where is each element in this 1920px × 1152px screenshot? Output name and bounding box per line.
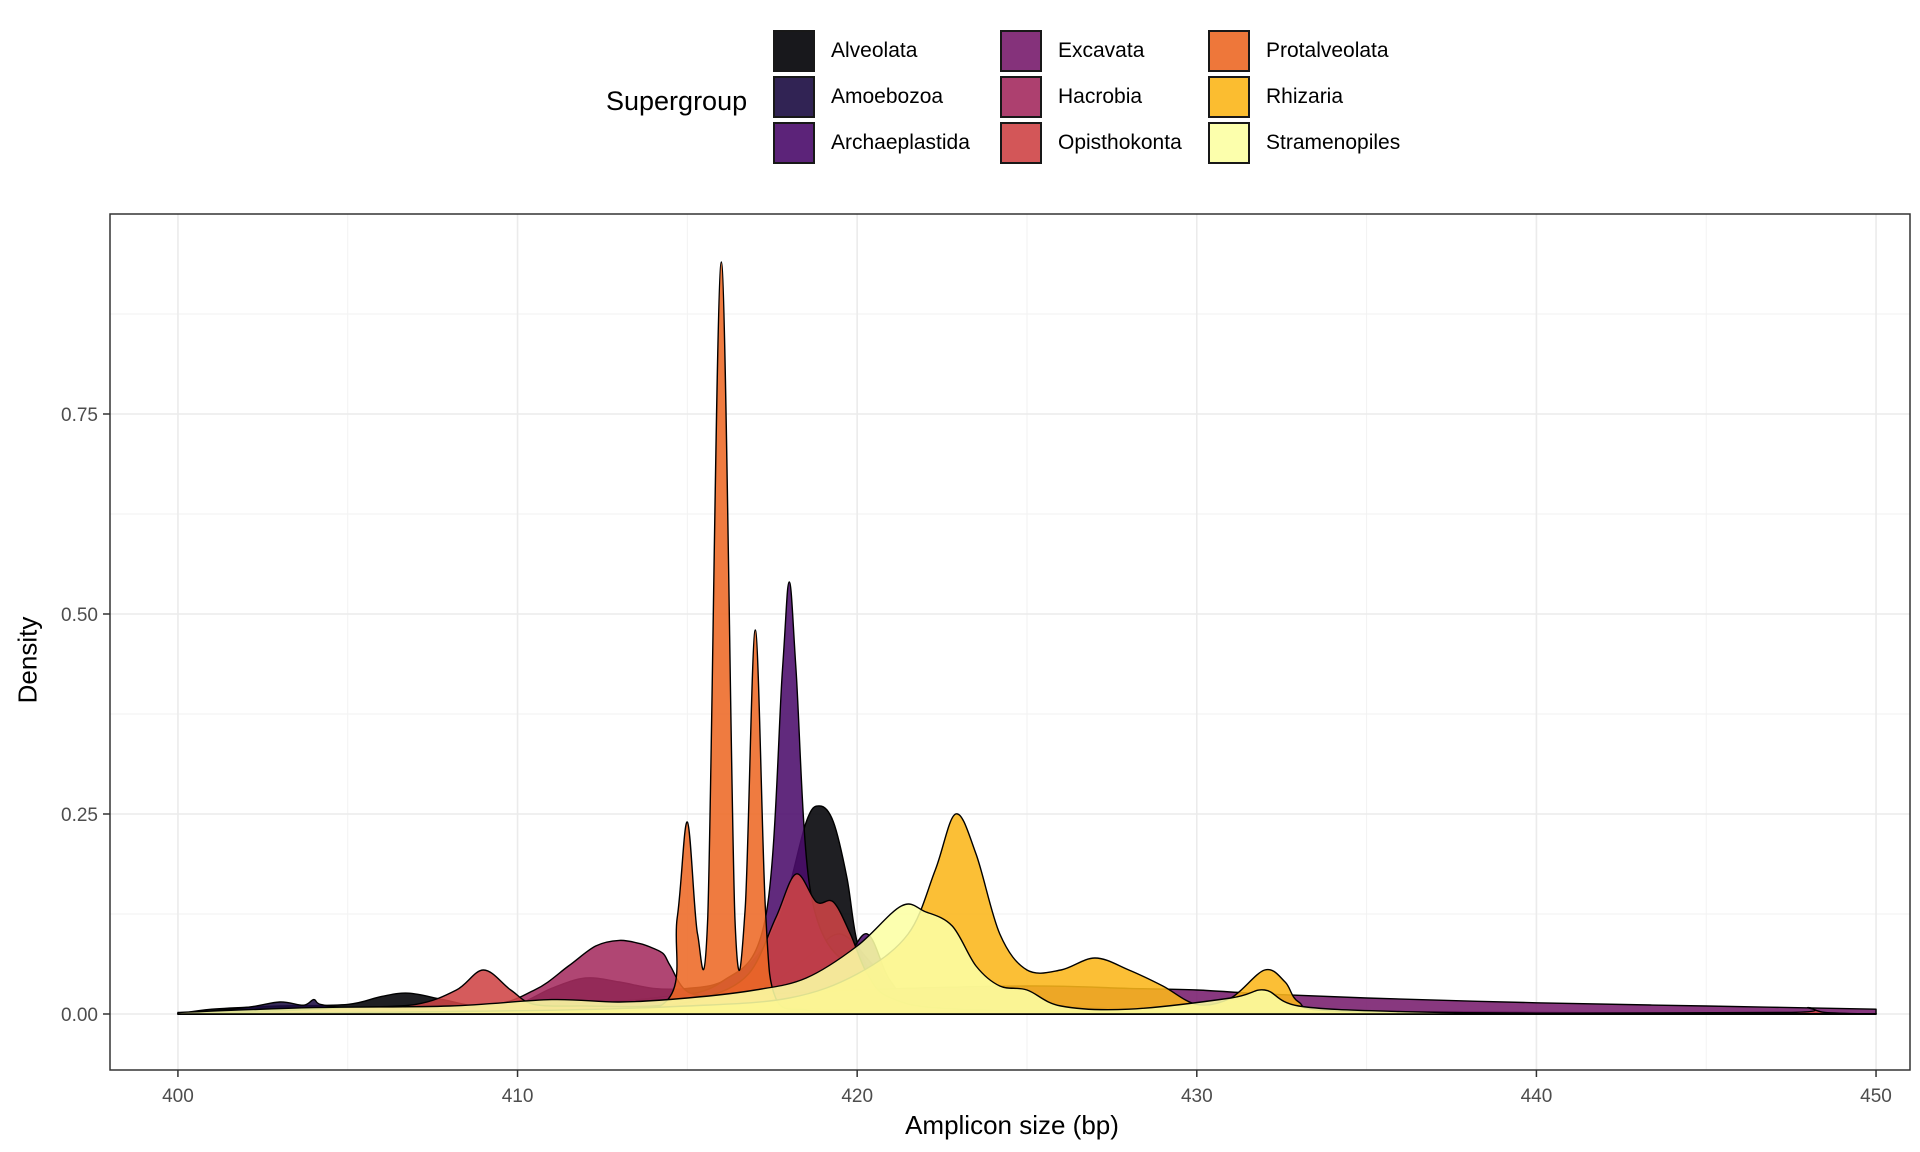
legend-swatch xyxy=(773,76,815,118)
x-tick-label: 420 xyxy=(841,1086,873,1107)
plot-panel-background xyxy=(110,214,1910,1070)
legend-swatch xyxy=(773,122,815,164)
x-tick-label: 400 xyxy=(162,1086,194,1107)
legend-label: Hacrobia xyxy=(1058,85,1143,108)
legend-swatch xyxy=(1208,122,1250,164)
legend-key-hacrobia: Hacrobia xyxy=(1000,76,1142,118)
legend-key-excavata: Excavata xyxy=(1000,30,1144,72)
legend-swatch xyxy=(1000,76,1042,118)
legend-swatch xyxy=(1000,30,1042,72)
y-tick-label: 0.75 xyxy=(61,405,98,426)
density-area-protalveolata xyxy=(177,261,858,1015)
legend-key-amoebozoa: Amoebozoa xyxy=(773,76,943,118)
legend-swatch xyxy=(773,30,815,72)
legend-label: Amoebozoa xyxy=(831,85,944,108)
legend-key-protalveolata: Protalveolata xyxy=(1208,30,1389,72)
legend-label: Opisthokonta xyxy=(1058,131,1182,154)
legend-label: Stramenopiles xyxy=(1266,131,1401,154)
legend-title: Supergroup xyxy=(606,86,748,116)
plot-panel-border xyxy=(109,213,1911,1071)
y-tick-label: 0.00 xyxy=(61,1005,98,1026)
density-areas xyxy=(177,261,1877,1015)
y-tick-label: 0.50 xyxy=(61,605,98,626)
legend-key-rhizaria: Rhizaria xyxy=(1208,76,1343,118)
legend-label: Excavata xyxy=(1058,39,1145,62)
x-axis-title: Amplicon size (bp) xyxy=(905,1110,1119,1140)
legend-key-alveolata: Alveolata xyxy=(773,30,917,72)
x-tick-label: 430 xyxy=(1181,1086,1213,1107)
legend-label: Alveolata xyxy=(831,39,918,62)
y-axis-title: Density xyxy=(12,616,43,704)
legend-label: Rhizaria xyxy=(1266,85,1344,108)
legend-swatch xyxy=(1208,76,1250,118)
axes: 400 410 420 430 440 450 0.00 0.25 0.50 0.75 xyxy=(61,405,1892,1107)
legend-label: Archaeplastida xyxy=(831,131,970,154)
legend-swatch xyxy=(1208,30,1250,72)
legend-key-stramenopiles: Stramenopiles xyxy=(1208,122,1400,164)
legend-key-opisthokonta: Opisthokonta xyxy=(1000,122,1182,164)
x-tick-label: 410 xyxy=(502,1086,534,1107)
density-area-stramenopiles xyxy=(177,903,1877,1015)
x-tick-label: 440 xyxy=(1521,1086,1553,1107)
legend-swatch xyxy=(1000,122,1042,164)
legend-label: Protalveolata xyxy=(1266,39,1389,62)
legend: Supergroup Alveolata Amoebozoa Archaeplast… xyxy=(0,0,1920,180)
legend-key-archaeplastida: Archaeplastida xyxy=(773,122,970,164)
y-tick-label: 0.25 xyxy=(61,805,98,826)
x-tick-label: 450 xyxy=(1860,1086,1892,1107)
